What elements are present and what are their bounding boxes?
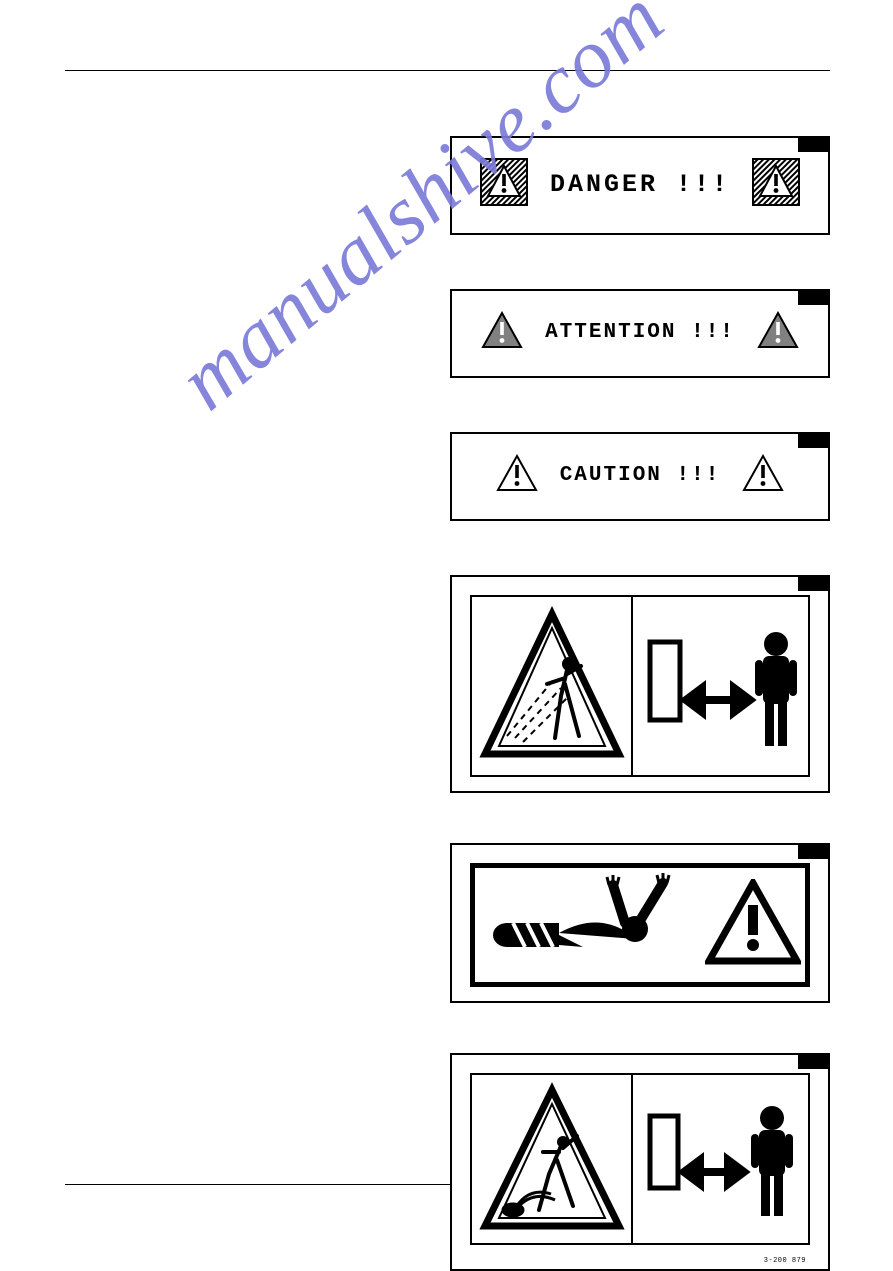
caution-label-box: CAUTION !!! <box>450 432 830 521</box>
warning-square-icon <box>480 158 528 211</box>
corner-tab <box>798 138 828 152</box>
entanglement-lying-icon <box>485 873 705 978</box>
attention-label: ATTENTION !!! <box>545 321 735 344</box>
rotating-entangle-panel: 3-200 879 <box>450 1053 830 1271</box>
warning-triangle-outline-icon <box>496 454 538 497</box>
caution-label: CAUTION !!! <box>560 464 721 487</box>
fine-print: 3-200 879 <box>764 1257 806 1265</box>
corner-tab <box>798 434 828 448</box>
corner-tab <box>798 845 828 859</box>
warning-triangle-filled-icon <box>757 311 799 354</box>
keep-distance-icon <box>633 597 808 775</box>
right-column: DANGER !!! <box>450 136 830 1271</box>
keep-distance-icon <box>633 1075 808 1243</box>
page-frame: DANGER !!! <box>65 70 830 1185</box>
danger-label-box: DANGER !!! <box>450 136 830 235</box>
corner-tab <box>798 577 828 591</box>
entanglement-panel <box>450 843 830 1003</box>
warning-triangle-filled-icon <box>481 311 523 354</box>
hazard-flying-debris-icon <box>472 597 633 775</box>
corner-tab <box>798 291 828 305</box>
attention-label-box: ATTENTION !!! <box>450 289 830 378</box>
hazard-rotating-entangle-icon <box>472 1075 633 1243</box>
danger-label: DANGER !!! <box>550 170 730 199</box>
corner-tab <box>798 1055 828 1069</box>
flying-debris-panel <box>450 575 830 793</box>
warning-triangle-outline-icon <box>742 454 784 497</box>
warning-square-icon <box>752 158 800 211</box>
warning-triangle-outline-icon <box>705 879 801 972</box>
